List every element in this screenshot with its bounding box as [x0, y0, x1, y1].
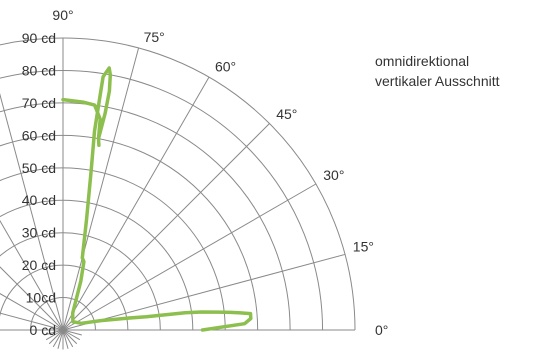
series-line-0	[63, 68, 251, 330]
angle-label-90: 90°	[52, 7, 73, 23]
angle-label-30: 30°	[323, 167, 344, 183]
r-tick-label-60: 60 cd	[22, 127, 56, 143]
r-tick-label-10: 10cd	[26, 290, 56, 306]
intensity-curves	[63, 68, 251, 330]
angle-label-15: 15°	[353, 238, 374, 254]
annotation-line-2: vertikaler Ausschnitt	[375, 73, 500, 89]
r-tick-label-50: 50 cd	[22, 160, 56, 176]
annotation-line-1: omnidirektional	[375, 53, 469, 69]
r-tick-label-90: 90 cd	[22, 30, 56, 46]
grid-circle-90	[0, 38, 355, 330]
r-tick-label-40: 40 cd	[22, 192, 56, 208]
angle-label-60: 60°	[215, 59, 236, 75]
r-tick-label-30: 30 cd	[22, 225, 56, 241]
grid-spoke-105	[0, 48, 63, 330]
r-tick-label-80: 80 cd	[22, 62, 56, 78]
axis-labels: 0 cd 10cd 20 cd 30 cd 40 cd 50 cd 60 cd 70 cd 80…	[22, 7, 389, 338]
r-tick-label-70: 70 cd	[22, 95, 56, 111]
r-tick-label-0: 0 cd	[30, 322, 56, 338]
angle-label-75: 75°	[144, 29, 165, 45]
angle-label-0: 0°	[375, 322, 388, 338]
angle-label-45: 45°	[276, 106, 297, 122]
r-tick-label-20: 20 cd	[22, 257, 56, 273]
